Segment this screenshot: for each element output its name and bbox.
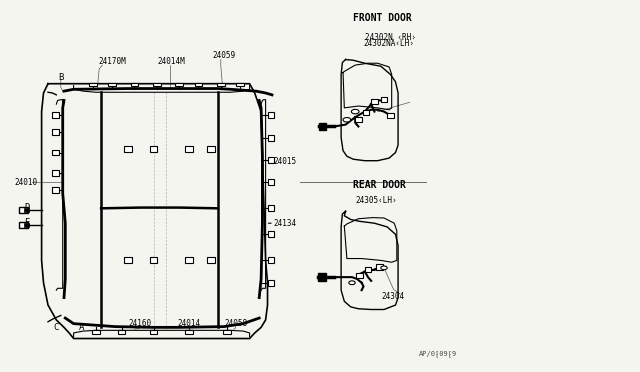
Bar (52, 187, 59, 193)
Bar (371, 99, 378, 104)
Text: 24304: 24304 (381, 292, 404, 301)
Text: D: D (24, 203, 29, 212)
Bar (381, 97, 387, 102)
Bar (118, 330, 125, 334)
Bar (319, 123, 326, 130)
Text: C: C (54, 323, 59, 332)
Text: 24010: 24010 (14, 178, 37, 187)
Text: 24058: 24058 (224, 319, 247, 328)
Text: 24015: 24015 (274, 157, 297, 166)
Bar (131, 83, 138, 86)
Bar (268, 205, 274, 211)
Text: 24014: 24014 (177, 319, 200, 328)
Text: E: E (24, 218, 29, 227)
Circle shape (349, 281, 355, 285)
Bar (185, 330, 193, 334)
Bar (52, 112, 59, 118)
Bar (268, 280, 274, 286)
Bar (268, 179, 274, 185)
Bar (356, 273, 363, 278)
Bar (355, 117, 362, 122)
Bar (153, 83, 161, 86)
Bar (150, 257, 157, 263)
Text: 24302N ‹RH›: 24302N ‹RH› (365, 33, 415, 42)
Bar (268, 231, 274, 237)
Bar (108, 83, 116, 86)
Circle shape (343, 118, 351, 122)
Bar (268, 157, 274, 163)
Bar (207, 146, 215, 152)
Bar (217, 83, 225, 86)
Bar (185, 257, 193, 263)
Text: 24014M: 24014M (157, 57, 186, 66)
Text: 24302NA‹LH›: 24302NA‹LH› (364, 39, 414, 48)
Text: REAR DOOR: REAR DOOR (353, 180, 406, 190)
Bar (223, 330, 231, 334)
Text: 24160: 24160 (128, 319, 151, 328)
Bar (92, 330, 100, 334)
Circle shape (351, 109, 359, 114)
Bar (363, 110, 369, 115)
Text: AP/0⁅09⁅9: AP/0⁅09⁅9 (419, 350, 458, 357)
Bar (24, 208, 29, 212)
Bar (268, 135, 274, 141)
Bar (89, 83, 97, 86)
Text: 24170M: 24170M (98, 57, 126, 66)
Bar (19, 207, 28, 213)
Bar (52, 170, 59, 176)
Bar (19, 222, 28, 228)
Bar (387, 113, 394, 118)
Text: 24059: 24059 (212, 51, 236, 60)
Circle shape (381, 266, 387, 270)
Text: A: A (79, 323, 84, 332)
Bar (175, 83, 183, 86)
Bar (24, 223, 29, 227)
Bar (207, 257, 215, 263)
Bar (376, 264, 383, 270)
Bar (318, 273, 326, 281)
Text: 24305‹LH›: 24305‹LH› (356, 196, 397, 205)
Bar (268, 257, 274, 263)
Bar (150, 146, 157, 152)
Bar (236, 83, 244, 86)
Bar (365, 267, 371, 272)
Bar (124, 146, 132, 152)
Bar (52, 150, 59, 155)
Text: FRONT DOOR: FRONT DOOR (353, 13, 412, 23)
Bar (124, 257, 132, 263)
Bar (52, 129, 59, 135)
Bar (185, 146, 193, 152)
Text: B: B (58, 73, 63, 82)
Bar (268, 112, 274, 118)
Bar (150, 330, 157, 334)
Text: 24134: 24134 (274, 219, 297, 228)
Bar (195, 83, 202, 86)
